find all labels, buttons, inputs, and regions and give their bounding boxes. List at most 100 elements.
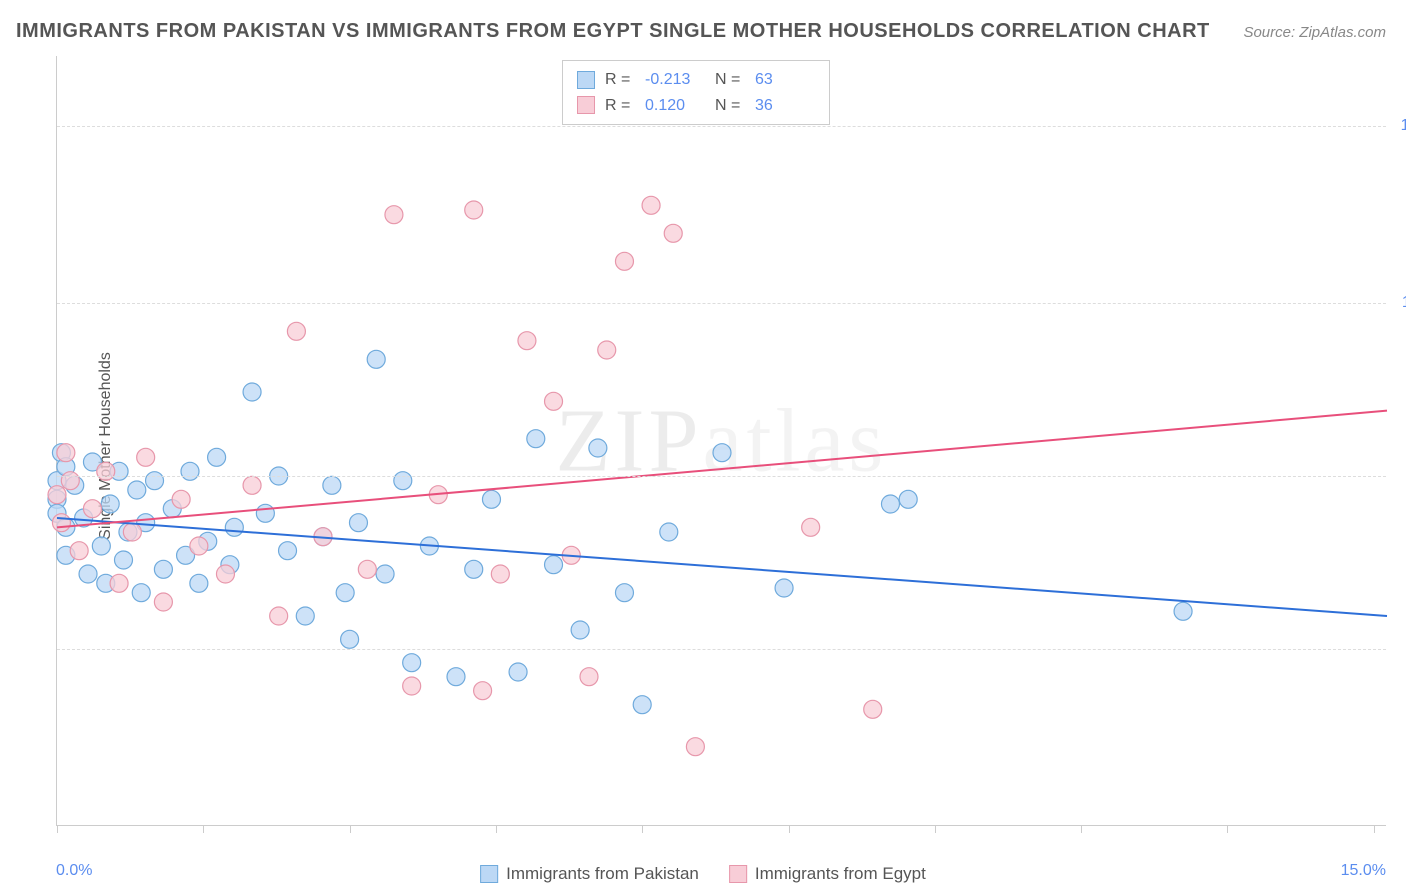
- data-point: [580, 668, 598, 686]
- data-point: [403, 654, 421, 672]
- legend-r-value: 0.120: [645, 93, 705, 119]
- data-point: [101, 495, 119, 513]
- data-point: [376, 565, 394, 583]
- data-point: [713, 444, 731, 462]
- legend-swatch: [577, 96, 595, 114]
- trend-line: [57, 411, 1387, 528]
- data-point: [465, 560, 483, 578]
- data-point: [394, 472, 412, 490]
- data-point: [1174, 602, 1192, 620]
- x-axis-max-label: 15.0%: [1341, 862, 1386, 880]
- data-point: [545, 556, 563, 574]
- data-point: [465, 201, 483, 219]
- data-point: [323, 476, 341, 494]
- x-tick: [203, 825, 204, 833]
- legend-n-value: 63: [755, 67, 815, 93]
- data-point: [172, 490, 190, 508]
- chart-plot-area: ZIPatlas R =-0.213N =63R =0.120N =36 3.8…: [56, 56, 1386, 826]
- data-point: [110, 574, 128, 592]
- data-point: [775, 579, 793, 597]
- legend-row: R =0.120N =36: [577, 93, 815, 119]
- data-point: [509, 663, 527, 681]
- data-point: [615, 584, 633, 602]
- data-point: [137, 448, 155, 466]
- data-point: [664, 224, 682, 242]
- data-point: [571, 621, 589, 639]
- data-point: [296, 607, 314, 625]
- legend-n-label: N =: [715, 67, 745, 93]
- data-point: [123, 523, 141, 541]
- data-point: [146, 472, 164, 490]
- data-point: [243, 476, 261, 494]
- data-point: [92, 537, 110, 555]
- data-point: [208, 448, 226, 466]
- data-point: [633, 696, 651, 714]
- data-point: [545, 392, 563, 410]
- x-tick: [1227, 825, 1228, 833]
- data-point: [527, 430, 545, 448]
- data-point: [598, 341, 616, 359]
- data-point: [270, 607, 288, 625]
- data-point: [864, 700, 882, 718]
- x-tick: [57, 825, 58, 833]
- legend-swatch: [480, 865, 498, 883]
- x-tick: [350, 825, 351, 833]
- x-tick: [789, 825, 790, 833]
- y-tick-label: 7.5%: [1391, 467, 1406, 485]
- trend-line: [57, 518, 1387, 616]
- x-tick: [496, 825, 497, 833]
- legend-series-name: Immigrants from Egypt: [755, 864, 926, 884]
- data-point: [57, 444, 75, 462]
- data-point: [128, 481, 146, 499]
- data-point: [403, 677, 421, 695]
- data-point: [686, 738, 704, 756]
- data-point: [287, 322, 305, 340]
- legend-r-label: R =: [605, 93, 635, 119]
- data-point: [279, 542, 297, 560]
- data-point: [881, 495, 899, 513]
- data-point: [190, 574, 208, 592]
- data-point: [615, 252, 633, 270]
- data-point: [115, 551, 133, 569]
- data-point: [341, 630, 359, 648]
- data-point: [132, 584, 150, 602]
- data-point: [367, 350, 385, 368]
- legend-r-value: -0.213: [645, 67, 705, 93]
- data-point: [349, 514, 367, 532]
- grid-line: [57, 476, 1386, 477]
- scatter-svg: [57, 56, 1386, 825]
- data-point: [79, 565, 97, 583]
- data-point: [482, 490, 500, 508]
- data-point: [802, 518, 820, 536]
- grid-line: [57, 649, 1386, 650]
- correlation-legend: R = -0.213 N = 63R = 0.120 N = 36: [562, 60, 830, 125]
- data-point: [154, 560, 172, 578]
- x-tick: [935, 825, 936, 833]
- data-point: [256, 504, 274, 522]
- legend-r-label: R =: [605, 67, 635, 93]
- y-tick-label: 3.8%: [1391, 640, 1406, 658]
- data-point: [181, 462, 199, 480]
- chart-title: IMMIGRANTS FROM PAKISTAN VS IMMIGRANTS F…: [16, 20, 1210, 43]
- data-point: [97, 462, 115, 480]
- legend-row: R = -0.213 N = 63: [577, 67, 815, 93]
- data-point: [83, 500, 101, 518]
- data-point: [70, 542, 88, 560]
- data-point: [491, 565, 509, 583]
- x-tick: [642, 825, 643, 833]
- data-point: [358, 560, 376, 578]
- x-axis-min-label: 0.0%: [56, 862, 92, 880]
- legend-item: Immigrants from Pakistan: [480, 864, 699, 884]
- data-point: [518, 332, 536, 350]
- data-point: [336, 584, 354, 602]
- grid-line: [57, 126, 1386, 127]
- data-point: [52, 514, 70, 532]
- legend-n-value: 36: [755, 93, 815, 119]
- legend-series-name: Immigrants from Pakistan: [506, 864, 699, 884]
- x-tick: [1081, 825, 1082, 833]
- data-point: [190, 537, 208, 555]
- data-point: [154, 593, 172, 611]
- y-tick-label: 11.2%: [1391, 294, 1406, 312]
- data-point: [385, 206, 403, 224]
- data-point: [642, 196, 660, 214]
